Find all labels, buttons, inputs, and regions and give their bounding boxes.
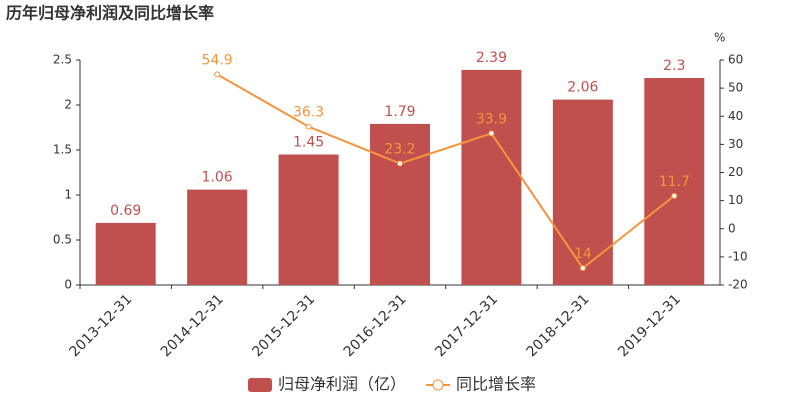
- x-tick-label: 2016-12-31: [341, 291, 410, 360]
- y2-tick-label: 50: [728, 81, 743, 95]
- line-point: [671, 192, 678, 199]
- bar: [644, 78, 705, 285]
- y-tick-label: 1.5: [53, 143, 72, 157]
- bar-value-label: 1.45: [293, 135, 324, 151]
- line: [216, 73, 675, 270]
- bar: [370, 123, 430, 286]
- y2-axis-label: %: [714, 31, 725, 45]
- y2-tick-label: 20: [728, 165, 743, 179]
- y2-tick-label: 60: [728, 53, 743, 67]
- y-tick-label: 1: [64, 188, 72, 202]
- line-point: [214, 71, 221, 78]
- legend-swatch: [248, 378, 272, 392]
- y-tick-label: 2: [64, 98, 72, 112]
- line-value-label: 36.3: [293, 105, 324, 121]
- y2-tick-label: 0: [728, 221, 736, 235]
- line-value-label: 14: [574, 246, 592, 262]
- y2-tick-label: 10: [728, 193, 743, 207]
- legend-swatch-point: [432, 379, 444, 391]
- bar: [552, 99, 613, 285]
- bar-value-label: 0.69: [110, 203, 141, 219]
- y-tick-label: 0: [64, 278, 72, 292]
- y-tick-label: 2.5: [53, 53, 72, 67]
- line-point: [579, 265, 586, 272]
- bar-value-label: 1.79: [384, 104, 415, 120]
- bar: [278, 154, 339, 285]
- line-point: [397, 160, 403, 167]
- legend-label: 同比增长率: [456, 375, 536, 394]
- line-point: [488, 130, 495, 137]
- x-tick-label: 2017-12-31: [432, 291, 501, 360]
- y2-tick-label: -10: [728, 249, 748, 263]
- bar: [95, 222, 156, 285]
- x-tick-label: 2014-12-31: [158, 291, 227, 360]
- line-value-label: 23.2: [384, 142, 415, 158]
- chart-title: 历年归母净利润及同比增长率: [6, 4, 214, 23]
- y2-tick-label: 40: [728, 109, 743, 123]
- bar-value-label: 2.3: [663, 58, 685, 74]
- bar-value-label: 2.06: [567, 80, 598, 96]
- x-tick-label: 2015-12-31: [249, 291, 318, 360]
- line-value-label: 11.7: [659, 174, 690, 190]
- x-tick-label: 2013-12-31: [67, 291, 136, 360]
- y2-tick-label: 30: [728, 137, 743, 151]
- x-tick-label: 2019-12-31: [615, 291, 684, 360]
- y-tick-label: 0.5: [53, 233, 72, 247]
- bar-value-label: 2.39: [476, 50, 507, 66]
- line-value-label: 33.9: [476, 111, 507, 127]
- x-tick-label: 2018-12-31: [524, 291, 593, 360]
- line-point: [305, 123, 312, 130]
- bar: [461, 69, 522, 286]
- bar: [187, 189, 248, 285]
- legend-label: 归母净利润（亿）: [278, 375, 406, 394]
- y2-tick-label: -20: [728, 278, 748, 292]
- line-value-label: 54.9: [202, 52, 233, 68]
- bar-value-label: 1.06: [202, 170, 233, 186]
